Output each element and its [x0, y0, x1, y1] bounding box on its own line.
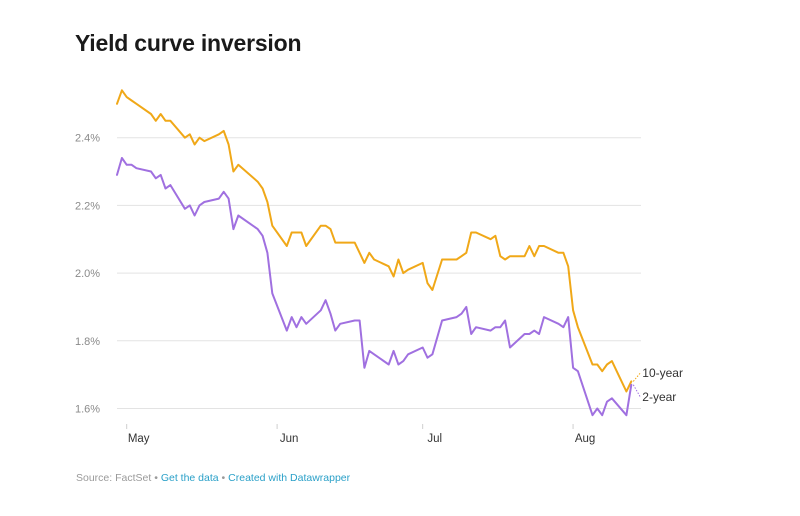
series-line-2-year: [116, 157, 633, 417]
chart-title: Yield curve inversion: [75, 30, 302, 56]
label-leader: [632, 372, 641, 382]
chart-footer: Source: FactSet • Get the data • Created…: [76, 472, 350, 484]
gridlines: [117, 137, 641, 409]
separator: •: [154, 472, 158, 484]
x-tick-label: Aug: [575, 433, 595, 445]
y-tick-label: 1.8%: [75, 336, 100, 348]
series-label-2-year: 2-year: [642, 390, 676, 404]
series-label-10-year: 10-year: [642, 366, 683, 380]
x-tick-label: Jun: [280, 433, 299, 445]
y-tick-label: 2.4%: [75, 133, 100, 145]
x-tick-label: Jul: [427, 433, 442, 445]
series-labels: 10-year 2-year: [632, 366, 683, 404]
label-leader: [632, 384, 641, 398]
separator: •: [221, 472, 226, 484]
series-lines: [116, 89, 633, 417]
x-tick-label: May: [128, 433, 150, 445]
source-text: Source: FactSet: [76, 472, 152, 484]
y-axis-tick-labels: 1.6% 1.8% 2.0% 2.2% 2.4%: [75, 133, 100, 416]
y-tick-label: 2.2%: [75, 200, 100, 212]
series-line-10-year: [116, 89, 633, 393]
x-axis-tick-labels: May Jun Jul Aug: [126, 424, 595, 445]
y-tick-label: 2.0%: [75, 268, 100, 280]
datawrapper-link[interactable]: Created with Datawrapper: [228, 472, 351, 484]
get-the-data-link[interactable]: Get the data: [160, 472, 219, 484]
y-tick-label: 1.6%: [75, 403, 100, 415]
